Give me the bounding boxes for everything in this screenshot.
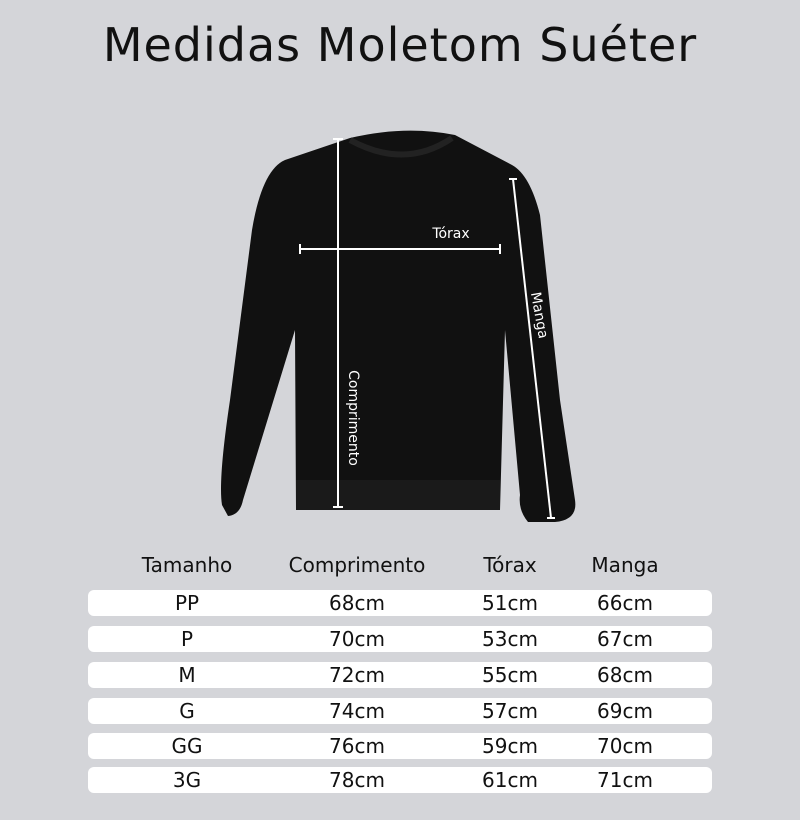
cell-size: G bbox=[179, 699, 195, 723]
cell-sleeve: 68cm bbox=[597, 663, 653, 687]
header-length: Comprimento bbox=[288, 553, 426, 577]
cell-sleeve: 69cm bbox=[597, 699, 653, 723]
cell-size: M bbox=[178, 663, 196, 687]
cell-size: GG bbox=[171, 734, 203, 758]
cell-length: 68cm bbox=[329, 591, 385, 615]
table-row: PP 68cm 51cm 66cm bbox=[88, 590, 712, 616]
table-header: Tamanho Comprimento Tórax Manga bbox=[88, 552, 712, 578]
cell-chest: 61cm bbox=[482, 768, 538, 792]
sweater-illustration: Tórax Comprimento Manga bbox=[221, 130, 576, 523]
cell-size: PP bbox=[174, 591, 200, 615]
cell-chest: 57cm bbox=[482, 699, 538, 723]
cell-sleeve: 67cm bbox=[597, 627, 653, 651]
sweater-body bbox=[221, 130, 576, 523]
table-row: GG 76cm 59cm 70cm bbox=[88, 733, 712, 759]
header-chest: Tórax bbox=[483, 553, 537, 577]
table-row: P 70cm 53cm 67cm bbox=[88, 626, 712, 652]
cell-sleeve: 71cm bbox=[597, 768, 653, 792]
cell-sleeve: 70cm bbox=[597, 734, 653, 758]
cell-sleeve: 66cm bbox=[597, 591, 653, 615]
chest-measure-line bbox=[299, 244, 501, 254]
length-measure-line bbox=[333, 138, 343, 508]
chest-label: Tórax bbox=[431, 226, 469, 242]
cell-size: 3G bbox=[172, 768, 202, 792]
table-row: 3G 78cm 61cm 71cm bbox=[88, 767, 712, 793]
cell-chest: 59cm bbox=[482, 734, 538, 758]
cell-length: 74cm bbox=[329, 699, 385, 723]
length-label: Comprimento bbox=[345, 370, 361, 466]
cell-chest: 55cm bbox=[482, 663, 538, 687]
table-row: G 74cm 57cm 69cm bbox=[88, 698, 712, 724]
cell-length: 70cm bbox=[329, 627, 385, 651]
cell-chest: 51cm bbox=[482, 591, 538, 615]
sweater-collar bbox=[348, 135, 454, 158]
header-sleeve: Manga bbox=[591, 553, 659, 577]
page-title: Medidas Moletom Suéter bbox=[102, 18, 698, 72]
sleeve-measure-line bbox=[509, 178, 555, 519]
sweater-hem bbox=[296, 480, 500, 510]
cell-size: P bbox=[180, 627, 194, 651]
table-row: M 72cm 55cm 68cm bbox=[88, 662, 712, 688]
cell-length: 72cm bbox=[329, 663, 385, 687]
cell-chest: 53cm bbox=[482, 627, 538, 651]
header-size: Tamanho bbox=[141, 553, 233, 577]
cell-length: 76cm bbox=[329, 734, 385, 758]
cell-length: 78cm bbox=[329, 768, 385, 792]
